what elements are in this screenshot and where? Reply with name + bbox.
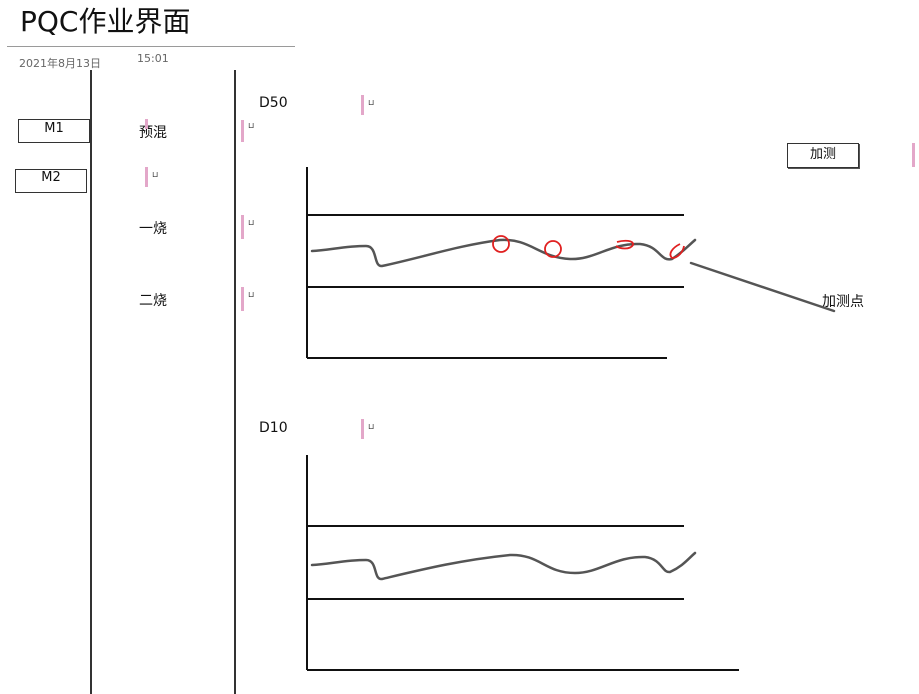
d10-chart-label: D10 [259, 420, 288, 436]
title-divider [7, 46, 295, 47]
d50-chart-label: D50 [259, 95, 288, 111]
d10-placeholder: ⊔ [368, 422, 375, 431]
d10-trend-line [310, 551, 697, 581]
d10-input[interactable] [361, 419, 364, 439]
left-column-divider [90, 70, 92, 694]
time-text: 15:01 [137, 52, 169, 65]
d50-highlight-point [492, 235, 510, 253]
m2-input[interactable] [145, 167, 148, 187]
add-test-point-label: 加测点 [822, 294, 864, 310]
add-test-button[interactable]: 加测 [787, 143, 859, 168]
date-text: 2021年8月13日 [19, 57, 101, 70]
stage-first-fire-label: 一烧 [139, 221, 167, 237]
d50-highlight-mark [615, 239, 634, 250]
machine-m2-button[interactable]: M2 [15, 169, 87, 193]
add-test-marker [912, 143, 915, 167]
stage-premix-placeholder: ⊔ [248, 121, 255, 130]
stage-premix-label: 预混 [139, 125, 167, 141]
d50-trend-line [310, 238, 697, 268]
stage-premix-cursor [145, 119, 148, 129]
page-title: PQC作业界面 [20, 5, 191, 38]
d50-highlight-point [544, 240, 562, 258]
d50-placeholder: ⊔ [368, 98, 375, 107]
stage-first-fire-placeholder: ⊔ [248, 218, 255, 227]
d50-highlight-mark [669, 243, 685, 259]
middle-column-divider [234, 70, 236, 694]
stage-premix-input[interactable] [241, 120, 244, 142]
d50-input[interactable] [361, 95, 364, 115]
machine-m1-button[interactable]: M1 [18, 119, 90, 143]
stage-first-fire-input[interactable] [241, 215, 244, 239]
stage-second-fire-label: 二烧 [139, 293, 167, 309]
m2-placeholder: ⊔ [152, 170, 159, 179]
add-test-point-pointer [689, 261, 836, 313]
stage-second-fire-placeholder: ⊔ [248, 290, 255, 299]
stage-second-fire-input[interactable] [241, 287, 244, 311]
